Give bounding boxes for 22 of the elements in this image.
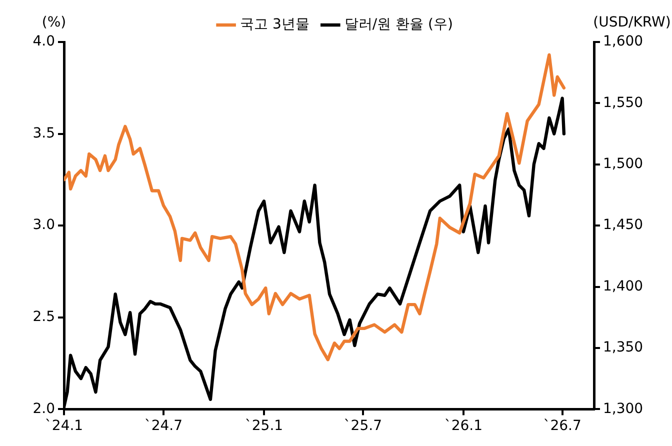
y2-axis-title: (USD/KRW) <box>593 14 671 31</box>
legend-label: 국고 3년물 <box>240 16 310 33</box>
y-axis-title: (%) <box>42 14 66 31</box>
y-tick-label: 2.5 <box>32 309 55 326</box>
x-tick-label: `26.7 <box>543 418 582 434</box>
y-tick-label: 2.0 <box>32 400 55 417</box>
y2-tick-label: 1,500 <box>603 156 644 172</box>
y-tick-label: 3.5 <box>32 125 55 142</box>
y2-tick-label: 1,400 <box>603 278 644 294</box>
y-tick-label: 4.0 <box>32 34 55 50</box>
x-tick-label: `26.1 <box>444 418 482 434</box>
y2-tick-label: 1,300 <box>603 400 644 417</box>
legend-label: 달러/원 환율 (우) <box>344 16 453 33</box>
y2-tick-label: 1,550 <box>603 94 644 111</box>
x-tick-label: `25.1 <box>244 418 284 434</box>
y2-tick-label: 1,350 <box>603 340 644 356</box>
x-tick-label: `24.1 <box>44 418 84 434</box>
x-tick-label: `25.7 <box>344 418 382 434</box>
y2-tick-label: 1,600 <box>603 34 644 50</box>
x-tick-label: `24.7 <box>144 418 183 434</box>
y2-tick-label: 1,450 <box>603 217 644 234</box>
y-tick-label: 3.0 <box>32 217 55 234</box>
